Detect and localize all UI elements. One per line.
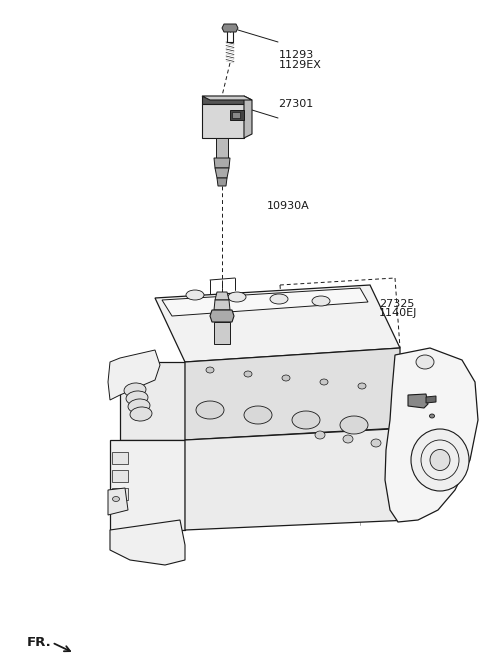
Ellipse shape (315, 431, 325, 439)
Polygon shape (108, 350, 160, 400)
Text: 10930A: 10930A (267, 201, 310, 210)
Ellipse shape (244, 371, 252, 377)
Polygon shape (426, 396, 436, 403)
Text: 27301: 27301 (278, 99, 313, 109)
Polygon shape (222, 24, 238, 32)
Polygon shape (230, 110, 244, 120)
Polygon shape (215, 292, 229, 300)
Polygon shape (110, 440, 185, 530)
Ellipse shape (270, 294, 288, 304)
Ellipse shape (430, 450, 450, 470)
Polygon shape (185, 428, 410, 530)
Ellipse shape (358, 383, 366, 389)
Text: 1140EJ: 1140EJ (379, 308, 418, 318)
Ellipse shape (312, 296, 330, 306)
Polygon shape (120, 362, 185, 440)
Polygon shape (202, 104, 244, 138)
Ellipse shape (430, 414, 434, 418)
Polygon shape (108, 488, 128, 515)
Ellipse shape (320, 379, 328, 385)
Polygon shape (385, 348, 478, 522)
Ellipse shape (128, 399, 150, 413)
Ellipse shape (292, 411, 320, 429)
Ellipse shape (282, 375, 290, 381)
Polygon shape (216, 138, 228, 158)
Ellipse shape (411, 429, 469, 491)
Ellipse shape (186, 290, 204, 300)
Text: 27325: 27325 (379, 299, 415, 308)
Ellipse shape (340, 416, 368, 434)
Polygon shape (214, 158, 230, 168)
Polygon shape (155, 285, 400, 362)
Ellipse shape (228, 292, 246, 302)
Ellipse shape (112, 497, 120, 501)
Polygon shape (162, 288, 368, 316)
Polygon shape (215, 168, 229, 178)
Polygon shape (112, 452, 128, 464)
Ellipse shape (196, 401, 224, 419)
Text: 11293: 11293 (278, 50, 313, 60)
Ellipse shape (124, 383, 146, 397)
Polygon shape (408, 394, 428, 408)
Polygon shape (217, 178, 227, 186)
Ellipse shape (206, 367, 214, 373)
Polygon shape (185, 348, 400, 440)
Polygon shape (244, 96, 252, 138)
Polygon shape (214, 300, 230, 310)
Polygon shape (202, 96, 252, 100)
Ellipse shape (244, 406, 272, 424)
Ellipse shape (371, 439, 381, 447)
Polygon shape (110, 520, 185, 565)
Polygon shape (112, 470, 128, 482)
Ellipse shape (416, 355, 434, 369)
Polygon shape (202, 96, 244, 104)
Ellipse shape (343, 435, 353, 443)
Polygon shape (232, 112, 240, 118)
Ellipse shape (126, 391, 148, 405)
Polygon shape (112, 488, 128, 500)
Polygon shape (210, 310, 234, 322)
Polygon shape (214, 322, 230, 344)
Ellipse shape (130, 407, 152, 421)
Text: FR.: FR. (26, 636, 51, 649)
Text: 1129EX: 1129EX (278, 60, 321, 69)
